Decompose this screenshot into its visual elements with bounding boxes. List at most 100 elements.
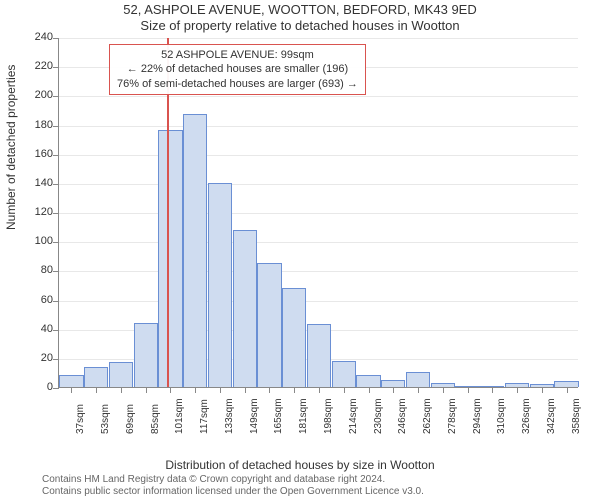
y-tick <box>53 213 59 214</box>
y-tick-label: 100 <box>23 235 53 247</box>
x-tick-label: 37sqm <box>75 404 86 434</box>
x-axis-label: Distribution of detached houses by size … <box>0 458 600 472</box>
y-tick <box>53 67 59 68</box>
x-tick-label: 117sqm <box>199 399 210 434</box>
annotation-line2: ← 22% of detached houses are smaller (19… <box>117 62 358 76</box>
x-tick-label: 342sqm <box>546 398 557 434</box>
credit-line2: Contains public sector information licen… <box>42 486 424 498</box>
x-tick <box>393 387 394 393</box>
histogram-bar <box>109 362 133 387</box>
x-tick <box>121 387 122 393</box>
gridline <box>59 242 578 243</box>
y-tick <box>53 301 59 302</box>
histogram-bar <box>307 324 331 387</box>
annotation-line3: 76% of semi-detached houses are larger (… <box>117 77 358 91</box>
annotation-line1: 52 ASHPOLE AVENUE: 99sqm <box>117 48 358 62</box>
y-tick-label: 20 <box>23 352 53 364</box>
gridline <box>59 126 578 127</box>
y-tick-label: 120 <box>23 206 53 218</box>
y-tick-label: 200 <box>23 89 53 101</box>
x-tick <box>369 387 370 393</box>
histogram-bar <box>233 230 257 388</box>
x-tick <box>344 387 345 393</box>
x-tick-label: 230sqm <box>373 398 384 434</box>
gridline <box>59 213 578 214</box>
x-tick <box>319 387 320 393</box>
histogram-bar <box>332 361 356 387</box>
y-tick <box>53 155 59 156</box>
x-tick-label: 165sqm <box>273 398 284 434</box>
histogram-bar <box>59 375 83 387</box>
x-tick-label: 246sqm <box>397 398 408 434</box>
gridline <box>59 184 578 185</box>
gridline <box>59 301 578 302</box>
histogram-bar <box>381 380 405 387</box>
y-tick <box>53 38 59 39</box>
x-tick <box>567 387 568 393</box>
gridline <box>59 38 578 39</box>
x-tick <box>443 387 444 393</box>
credit-line1: Contains HM Land Registry data © Crown c… <box>42 474 424 486</box>
gridline <box>59 155 578 156</box>
y-tick <box>53 126 59 127</box>
x-tick-label: 278sqm <box>447 398 458 434</box>
chart-container: 52, ASHPOLE AVENUE, WOOTTON, BEDFORD, MK… <box>0 0 600 500</box>
x-tick <box>195 387 196 393</box>
histogram-bar <box>134 323 158 387</box>
annotation-box: 52 ASHPOLE AVENUE: 99sqm ← 22% of detach… <box>109 44 366 95</box>
x-tick <box>294 387 295 393</box>
x-tick <box>146 387 147 393</box>
x-tick-label: 262sqm <box>422 398 433 434</box>
y-tick-label: 240 <box>23 31 53 43</box>
x-tick-label: 326sqm <box>521 398 532 434</box>
y-tick-label: 160 <box>23 148 53 160</box>
y-tick-label: 80 <box>23 264 53 276</box>
y-tick <box>53 388 59 389</box>
y-tick-label: 140 <box>23 177 53 189</box>
x-tick-label: 149sqm <box>249 398 260 434</box>
y-tick-label: 40 <box>23 323 53 335</box>
x-tick-label: 198sqm <box>323 398 334 434</box>
histogram-bar <box>158 130 182 387</box>
plot-area: 02040608010012014016018020022024037sqm53… <box>58 38 578 388</box>
x-tick-label: 69sqm <box>125 404 136 434</box>
chart-title-line2: Size of property relative to detached ho… <box>0 18 600 33</box>
y-tick <box>53 359 59 360</box>
x-tick <box>492 387 493 393</box>
y-axis-label: Number of detached properties <box>4 65 18 230</box>
histogram-bar <box>84 367 108 387</box>
histogram-bar <box>257 263 281 387</box>
x-tick <box>517 387 518 393</box>
gridline <box>59 96 578 97</box>
x-tick <box>71 387 72 393</box>
x-tick-label: 53sqm <box>100 404 111 434</box>
chart-title-line1: 52, ASHPOLE AVENUE, WOOTTON, BEDFORD, MK… <box>0 2 600 17</box>
x-tick-label: 85sqm <box>150 404 161 434</box>
histogram-bar <box>356 375 380 387</box>
x-tick <box>542 387 543 393</box>
x-tick <box>269 387 270 393</box>
x-tick <box>220 387 221 393</box>
y-tick <box>53 271 59 272</box>
x-tick-label: 214sqm <box>348 398 359 434</box>
y-tick-label: 220 <box>23 60 53 72</box>
x-tick-label: 294sqm <box>472 398 483 434</box>
x-tick <box>468 387 469 393</box>
x-tick <box>170 387 171 393</box>
credit-text: Contains HM Land Registry data © Crown c… <box>42 474 424 498</box>
x-tick-label: 101sqm <box>174 398 185 434</box>
y-tick-label: 0 <box>23 381 53 393</box>
histogram-bar <box>183 114 207 387</box>
x-tick <box>96 387 97 393</box>
histogram-bar <box>282 288 306 387</box>
y-tick <box>53 96 59 97</box>
x-tick-label: 133sqm <box>224 398 235 434</box>
y-tick <box>53 330 59 331</box>
x-tick <box>245 387 246 393</box>
y-tick-label: 180 <box>23 119 53 131</box>
gridline <box>59 271 578 272</box>
y-tick <box>53 242 59 243</box>
x-tick-label: 358sqm <box>571 398 582 434</box>
histogram-bar <box>208 183 232 387</box>
y-tick-label: 60 <box>23 294 53 306</box>
